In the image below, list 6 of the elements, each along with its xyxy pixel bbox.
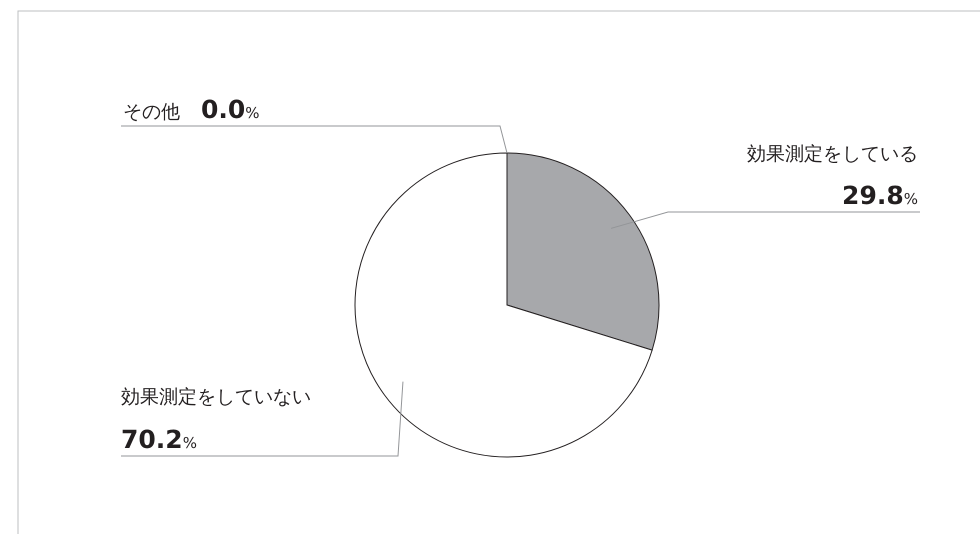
data-label: 70.2% — [121, 425, 197, 454]
slice-label: 効果測定をしていない — [121, 386, 311, 408]
slice-label: 効果測定をしている — [747, 143, 918, 165]
text: 0.0% — [201, 95, 260, 124]
category-label: その他 — [123, 101, 180, 123]
data-label: 29.8% — [842, 181, 918, 210]
